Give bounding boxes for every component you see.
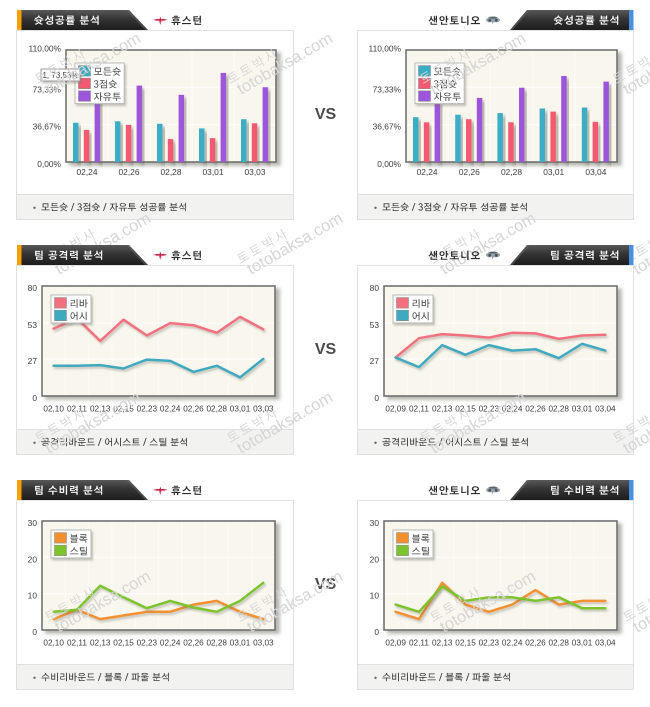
svg-text:02,24: 02,24 [417, 167, 438, 177]
svg-text:02,11: 02,11 [67, 639, 87, 648]
svg-text:02,24: 02,24 [160, 405, 181, 414]
svg-text:02,11: 02,11 [409, 639, 429, 648]
svg-text:02,23: 02,23 [479, 405, 500, 414]
svg-text:02,23: 02,23 [479, 639, 500, 648]
svg-text:02,24: 02,24 [160, 639, 181, 648]
svg-text:02,23: 02,23 [137, 405, 158, 414]
svg-text:02,13: 02,13 [90, 639, 111, 648]
svg-text:30: 30 [370, 518, 380, 528]
svg-text:02,09: 02,09 [385, 639, 406, 648]
svg-text:02,26: 02,26 [119, 167, 140, 177]
svg-text:02,28: 02,28 [161, 167, 182, 177]
svg-text:03,03: 03,03 [253, 405, 274, 414]
svg-text:0,00%: 0,00% [377, 159, 401, 169]
svg-text:02,13: 02,13 [90, 405, 111, 414]
svg-text:02,13: 02,13 [432, 639, 453, 648]
svg-text:02,24: 02,24 [77, 167, 98, 177]
svg-text:27: 27 [28, 356, 38, 366]
svg-text:02,09: 02,09 [385, 405, 406, 414]
svg-text:02,26: 02,26 [459, 167, 480, 177]
svg-text:02,10: 02,10 [43, 639, 64, 648]
svg-text:20: 20 [370, 554, 380, 564]
svg-text:03,01: 03,01 [230, 405, 251, 414]
svg-text:02,28: 02,28 [207, 639, 228, 648]
svg-text:03,01: 03,01 [572, 639, 593, 648]
svg-text:30: 30 [28, 518, 38, 528]
svg-text:03,01: 03,01 [203, 167, 224, 177]
svg-text:02,11: 02,11 [67, 405, 87, 414]
svg-text:0: 0 [374, 393, 379, 403]
svg-text:0: 0 [32, 627, 37, 637]
svg-text:02,28: 02,28 [501, 167, 522, 177]
svg-text:02,15: 02,15 [113, 405, 134, 414]
svg-text:10: 10 [370, 591, 380, 601]
svg-text:02,15: 02,15 [455, 639, 476, 648]
svg-text:02,28: 02,28 [207, 405, 228, 414]
svg-text:03,04: 03,04 [585, 167, 606, 177]
svg-text:27: 27 [370, 356, 380, 366]
svg-text:03,01: 03,01 [543, 167, 564, 177]
svg-text:0: 0 [374, 627, 379, 637]
svg-text:53: 53 [370, 320, 380, 330]
svg-text:0: 0 [32, 393, 37, 403]
svg-text:110,00%: 110,00% [369, 44, 402, 54]
svg-text:02,23: 02,23 [137, 639, 158, 648]
svg-text:02,24: 02,24 [502, 405, 523, 414]
svg-text:02,15: 02,15 [455, 405, 476, 414]
svg-text:02,28: 02,28 [549, 405, 570, 414]
svg-text:03,03: 03,03 [253, 639, 274, 648]
svg-text:02,10: 02,10 [43, 405, 64, 414]
svg-text:1, 73,53%: 1, 73,53% [42, 71, 78, 80]
svg-text:73,33%: 73,33% [373, 84, 402, 94]
svg-text:03,04: 03,04 [595, 405, 616, 414]
svg-text:02,15: 02,15 [113, 639, 134, 648]
svg-text:02,26: 02,26 [525, 639, 546, 648]
svg-text:03,04: 03,04 [595, 639, 616, 648]
svg-text:73,33%: 73,33% [33, 84, 62, 94]
svg-text:36,67%: 36,67% [373, 122, 402, 132]
svg-text:02,13: 02,13 [432, 405, 453, 414]
svg-text:10: 10 [28, 591, 38, 601]
svg-text:02,26: 02,26 [183, 405, 204, 414]
svg-text:80: 80 [370, 283, 380, 293]
svg-text:110,00%: 110,00% [29, 44, 62, 54]
svg-text:80: 80 [28, 283, 38, 293]
svg-text:02,28: 02,28 [549, 639, 570, 648]
svg-text:02,26: 02,26 [183, 639, 204, 648]
svg-text:36,67%: 36,67% [33, 122, 62, 132]
svg-text:20: 20 [28, 554, 38, 564]
svg-text:03,03: 03,03 [245, 167, 266, 177]
svg-text:02,24: 02,24 [502, 639, 523, 648]
svg-text:02,26: 02,26 [525, 405, 546, 414]
svg-text:0,00%: 0,00% [37, 159, 61, 169]
svg-text:03,01: 03,01 [572, 405, 593, 414]
svg-text:02,11: 02,11 [409, 405, 429, 414]
svg-text:03,01: 03,01 [230, 639, 251, 648]
svg-text:53: 53 [28, 320, 38, 330]
